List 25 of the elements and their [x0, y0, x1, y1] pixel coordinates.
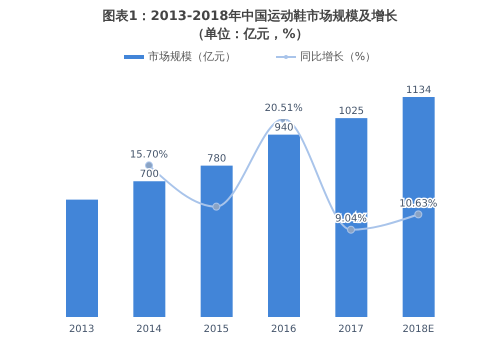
data-label: 1025 [338, 106, 364, 118]
point [212, 202, 220, 211]
x-tick-label: 2017 [338, 324, 364, 336]
x-tick-label: 2013 [68, 324, 94, 336]
data-label: 1134 [406, 85, 432, 96]
data-label: 20.51% [264, 103, 303, 114]
legend-label: 同比增长（%） [298, 49, 376, 64]
data-label: 940 [274, 122, 294, 134]
legend-label: 市场规模（亿元） [146, 49, 236, 64]
x-tick-label: 2015 [204, 324, 230, 336]
data-label: 700 [140, 169, 159, 180]
bar [66, 200, 98, 317]
data-label: 780 [207, 154, 226, 165]
point [145, 161, 153, 170]
data-label: 15.70% [130, 149, 168, 160]
bar [133, 181, 166, 317]
x-tick-label: 2014 [136, 324, 162, 336]
bar [200, 166, 233, 317]
point [414, 210, 422, 218]
x-tick-label: 2018E [402, 324, 434, 336]
point [347, 226, 355, 234]
bar [335, 118, 368, 317]
bar [268, 134, 300, 317]
chart-title: 图表1：2013-2018年中国运动鞋市场规模及增长（单位：亿元，%） [102, 8, 398, 44]
x-tick-label: 2016 [270, 324, 296, 336]
